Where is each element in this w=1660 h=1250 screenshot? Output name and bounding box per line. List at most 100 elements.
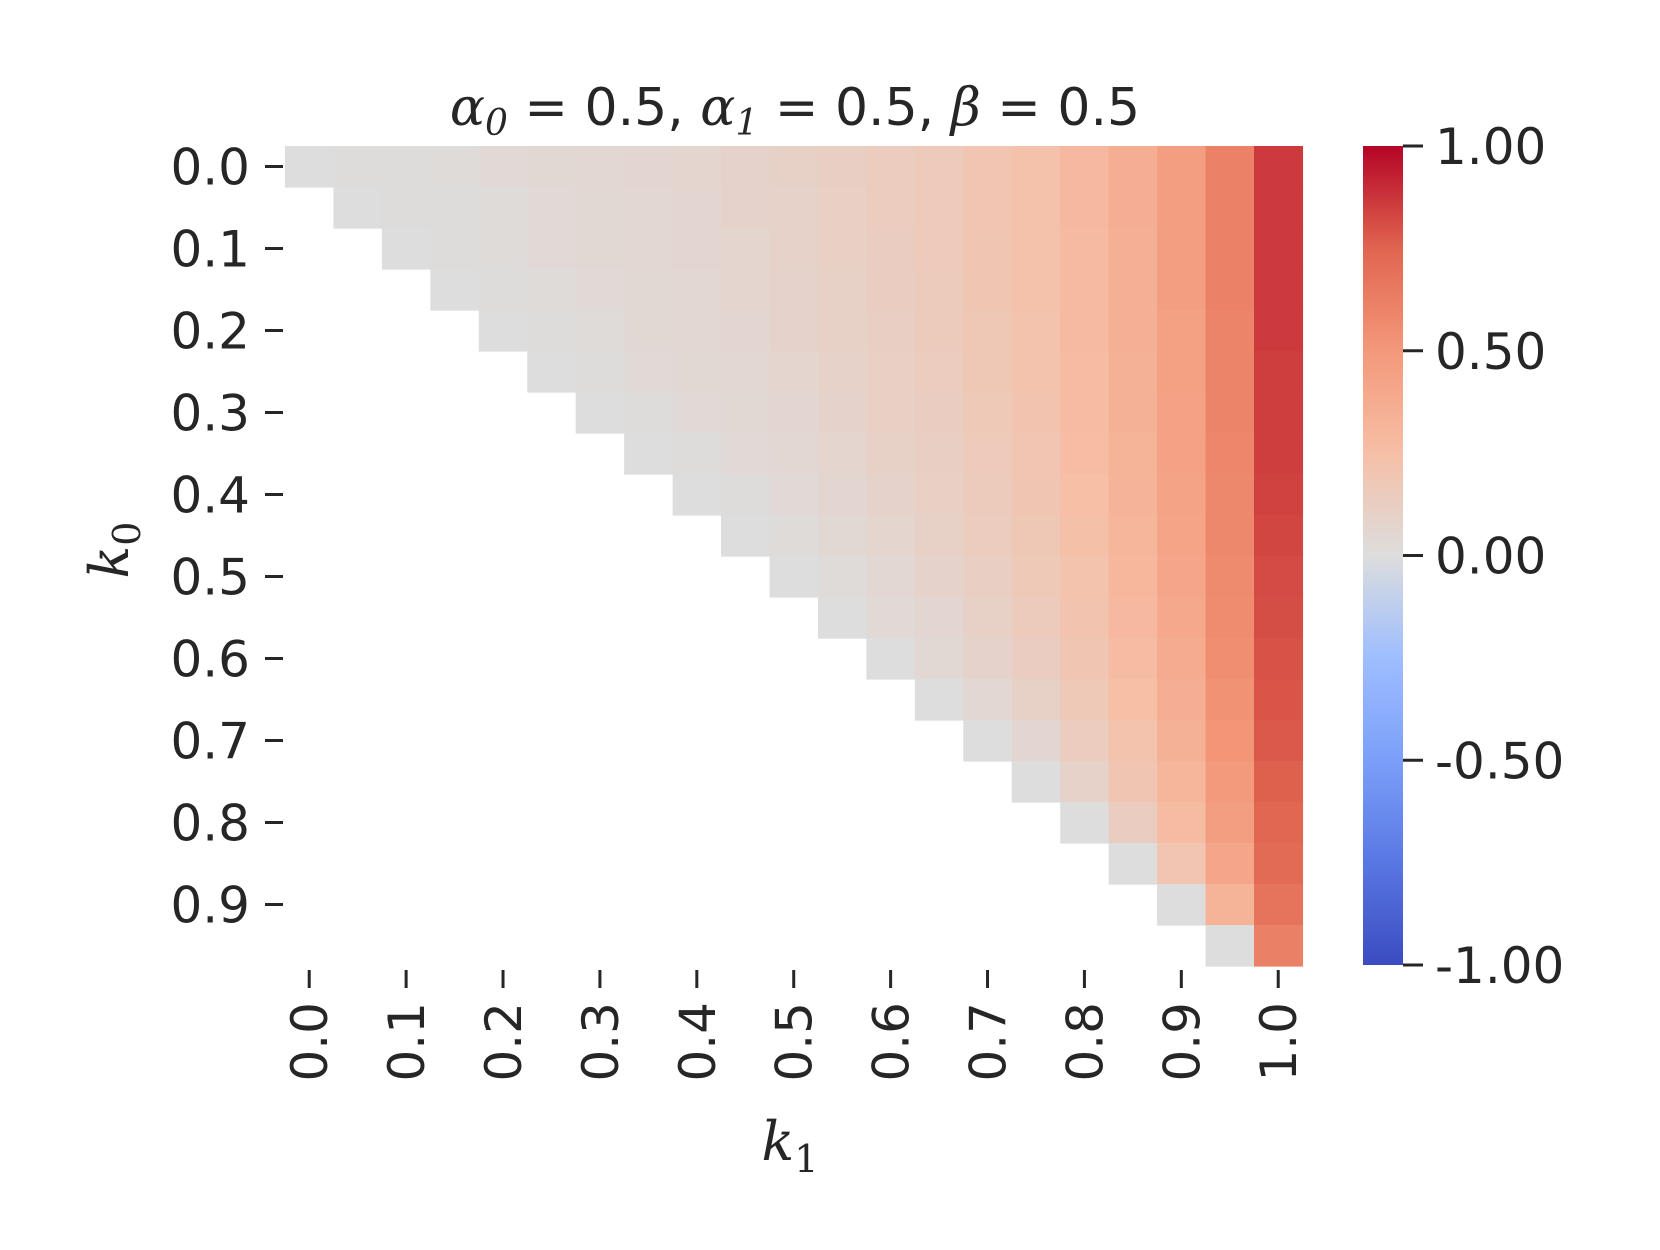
heatmap-cell xyxy=(963,310,1013,352)
title-alpha1-symbol: α xyxy=(700,78,735,138)
heatmap-cell xyxy=(1060,146,1110,188)
heatmap-cell xyxy=(1108,638,1158,680)
heatmap-cell xyxy=(1205,884,1255,926)
heatmap-cell xyxy=(1254,925,1304,967)
heatmap-cell xyxy=(1254,802,1304,844)
heatmap-cell xyxy=(1060,556,1110,598)
heatmap-cell xyxy=(527,228,577,270)
heatmap-cell xyxy=(963,351,1013,393)
x-tick-label: 0.1 xyxy=(378,1002,436,1082)
heatmap-cell xyxy=(963,515,1013,557)
heatmap-cell xyxy=(866,351,916,393)
heatmap-cell xyxy=(1108,351,1158,393)
heatmap-cell xyxy=(1254,228,1304,270)
heatmap-cell xyxy=(1254,679,1304,721)
heatmap-cell xyxy=(817,310,867,352)
heatmap-cell xyxy=(672,433,722,475)
y-axis-label-symbol: k xyxy=(78,546,141,579)
title-alpha0-sub: 0 xyxy=(485,103,508,144)
heatmap-cell xyxy=(624,433,674,475)
heatmap-cell xyxy=(914,228,964,270)
heatmap-cell xyxy=(1205,392,1255,434)
colorbar-tick-label: -1.00 xyxy=(1435,937,1564,995)
heatmap-cell xyxy=(914,269,964,311)
heatmap-cell xyxy=(1060,392,1110,434)
heatmap-cell xyxy=(1060,228,1110,270)
heatmap-cell xyxy=(285,146,335,188)
heatmap-cell xyxy=(963,597,1013,639)
x-tick-label: 0.6 xyxy=(863,1002,921,1082)
heatmap-cell xyxy=(1060,351,1110,393)
y-tick-label: 0.8 xyxy=(170,795,250,853)
heatmap-cell xyxy=(1254,761,1304,803)
heatmap-cell xyxy=(527,187,577,229)
heatmap-cell xyxy=(866,187,916,229)
title-alpha1-sub: 1 xyxy=(735,103,758,144)
heatmap-cell xyxy=(963,638,1013,680)
heatmap-cell xyxy=(1254,720,1304,762)
heatmap-cell xyxy=(672,351,722,393)
heatmap-cell xyxy=(624,351,674,393)
heatmap-cell xyxy=(1157,351,1207,393)
heatmap-cell xyxy=(430,228,480,270)
heatmap-cell xyxy=(963,228,1013,270)
heatmap-cell xyxy=(963,269,1013,311)
heatmap-cell xyxy=(1254,310,1304,352)
x-axis-ticks: 0.0 0.1 0.2 0.3 0.4 0.5 0.6 0.7 0.8 0.9 1.0 xyxy=(281,970,1308,1082)
heatmap-cell xyxy=(1157,638,1207,680)
heatmap-cell xyxy=(1108,802,1158,844)
heatmap-cell xyxy=(769,310,819,352)
heatmap-cell xyxy=(1011,187,1061,229)
heatmap-cell xyxy=(1205,351,1255,393)
heatmap-cell xyxy=(1108,761,1158,803)
heatmap-cell xyxy=(721,392,771,434)
heatmap-cell xyxy=(963,146,1013,188)
heatmap-cell xyxy=(1011,638,1061,680)
heatmap-cell xyxy=(1108,392,1158,434)
heatmap-cell xyxy=(1157,884,1207,926)
heatmap-cell xyxy=(817,597,867,639)
heatmap-cell xyxy=(866,638,916,680)
heatmap-cell xyxy=(914,310,964,352)
heatmap-cell xyxy=(1254,351,1304,393)
heatmap-cell xyxy=(1205,146,1255,188)
heatmap-cell xyxy=(1254,597,1304,639)
heatmap-cell xyxy=(672,392,722,434)
colorbar-tick-label: 0.00 xyxy=(1435,528,1546,586)
heatmap-cell xyxy=(721,474,771,516)
heatmap-cell xyxy=(1254,433,1304,475)
x-tick-label: 0.3 xyxy=(572,1002,630,1082)
heatmap-cell xyxy=(866,146,916,188)
heatmap-cell xyxy=(575,187,625,229)
y-tick-label: 0.1 xyxy=(170,221,250,279)
heatmap-cell xyxy=(575,351,625,393)
heatmap-cell xyxy=(624,269,674,311)
heatmap-cell xyxy=(866,433,916,475)
heatmap-cell xyxy=(1157,187,1207,229)
chart-title: α0 = 0.5, α1 = 0.5, β = 0.5 xyxy=(450,78,1140,144)
heatmap-cell xyxy=(1205,720,1255,762)
heatmap-cell xyxy=(527,310,577,352)
heatmap-cell xyxy=(914,146,964,188)
heatmap-cell xyxy=(1157,310,1207,352)
heatmap-cell xyxy=(478,269,528,311)
heatmap-cell xyxy=(963,474,1013,516)
heatmap-cell xyxy=(769,351,819,393)
heatmap-cell xyxy=(1157,433,1207,475)
heatmap-cell xyxy=(624,310,674,352)
y-tick-label: 0.0 xyxy=(170,139,250,197)
heatmap-cell xyxy=(1108,146,1158,188)
heatmap-cell xyxy=(1254,556,1304,598)
heatmap-cell xyxy=(1060,638,1110,680)
heatmap-cell xyxy=(866,515,916,557)
colorbar xyxy=(1363,146,1403,965)
heatmap-cell xyxy=(1254,884,1304,926)
heatmap-cell xyxy=(1011,310,1061,352)
heatmap-cell xyxy=(721,146,771,188)
heatmap-cell xyxy=(866,597,916,639)
heatmap-cell xyxy=(721,228,771,270)
heatmap-cell xyxy=(1157,392,1207,434)
heatmap-cell xyxy=(1254,146,1304,188)
heatmap-cell xyxy=(1060,802,1110,844)
